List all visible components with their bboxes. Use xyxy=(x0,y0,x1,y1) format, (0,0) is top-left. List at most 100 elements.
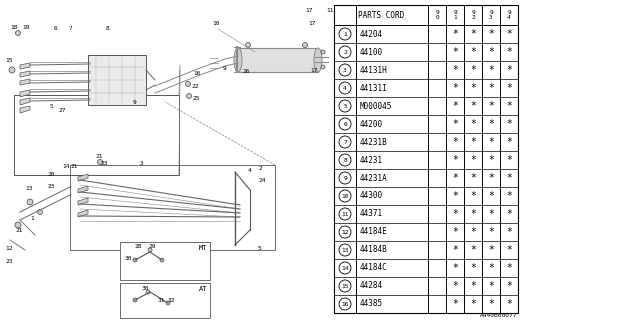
Text: *: * xyxy=(470,137,476,147)
Text: 14: 14 xyxy=(62,164,70,169)
Text: 29: 29 xyxy=(148,244,156,249)
Text: 10: 10 xyxy=(212,21,220,26)
Text: 23: 23 xyxy=(100,161,108,166)
Circle shape xyxy=(246,43,250,47)
Polygon shape xyxy=(20,79,30,85)
Text: 2: 2 xyxy=(343,50,347,54)
Text: *: * xyxy=(488,83,494,93)
Text: *: * xyxy=(506,173,512,183)
Text: *: * xyxy=(470,281,476,291)
Polygon shape xyxy=(78,174,88,181)
Text: *: * xyxy=(470,263,476,273)
Text: *: * xyxy=(506,47,512,57)
Text: *: * xyxy=(506,83,512,93)
Text: 9
0: 9 0 xyxy=(435,10,439,20)
Text: *: * xyxy=(488,263,494,273)
Text: 9
4: 9 4 xyxy=(507,10,511,20)
Text: 10: 10 xyxy=(341,194,349,198)
Text: *: * xyxy=(488,191,494,201)
Bar xyxy=(120,242,210,280)
Text: 16: 16 xyxy=(341,301,349,307)
Text: 1: 1 xyxy=(343,31,347,36)
Text: 28: 28 xyxy=(134,244,141,249)
Text: 44204: 44204 xyxy=(360,29,383,38)
Text: *: * xyxy=(452,47,458,57)
Text: 9
1: 9 1 xyxy=(453,10,457,20)
Text: 9: 9 xyxy=(223,66,227,71)
Text: *: * xyxy=(488,173,494,183)
Text: 12: 12 xyxy=(341,229,349,235)
Text: 31: 31 xyxy=(158,298,166,303)
Text: A440B00077: A440B00077 xyxy=(479,313,517,318)
Text: 6: 6 xyxy=(343,122,347,126)
Text: *: * xyxy=(452,191,458,201)
Text: 44184C: 44184C xyxy=(360,263,388,273)
Text: 6: 6 xyxy=(54,26,58,31)
Text: *: * xyxy=(506,29,512,39)
Text: *: * xyxy=(488,245,494,255)
Text: 44231B: 44231B xyxy=(360,138,388,147)
Text: *: * xyxy=(470,119,476,129)
Text: 1: 1 xyxy=(30,216,34,221)
Text: *: * xyxy=(470,209,476,219)
Text: 17: 17 xyxy=(310,68,317,73)
Text: 7: 7 xyxy=(343,140,347,145)
Polygon shape xyxy=(20,63,30,69)
Text: 22: 22 xyxy=(191,84,198,89)
Polygon shape xyxy=(20,106,30,113)
Text: *: * xyxy=(452,83,458,93)
Text: *: * xyxy=(452,65,458,75)
Text: M000045: M000045 xyxy=(360,101,392,110)
Text: 44371: 44371 xyxy=(360,210,383,219)
Text: PARTS CORD: PARTS CORD xyxy=(358,11,404,20)
Text: 13: 13 xyxy=(341,247,349,252)
Text: 9: 9 xyxy=(343,175,347,180)
Bar xyxy=(120,283,210,318)
Polygon shape xyxy=(20,90,30,97)
Circle shape xyxy=(321,50,325,54)
Text: 44100: 44100 xyxy=(360,47,383,57)
Text: 32: 32 xyxy=(168,298,175,303)
Circle shape xyxy=(97,159,102,164)
Circle shape xyxy=(133,298,137,302)
Bar xyxy=(334,5,518,313)
Text: *: * xyxy=(488,119,494,129)
Text: *: * xyxy=(452,209,458,219)
Text: *: * xyxy=(506,191,512,201)
Text: 2: 2 xyxy=(258,166,262,171)
Text: 16: 16 xyxy=(193,71,200,76)
Text: 23: 23 xyxy=(47,184,54,189)
Text: *: * xyxy=(488,47,494,57)
Circle shape xyxy=(186,93,191,99)
Text: 44300: 44300 xyxy=(360,191,383,201)
Text: 18: 18 xyxy=(10,25,17,30)
Circle shape xyxy=(303,43,307,47)
Text: 26: 26 xyxy=(242,69,250,74)
Text: *: * xyxy=(452,227,458,237)
Polygon shape xyxy=(78,198,88,205)
Circle shape xyxy=(38,210,42,214)
Circle shape xyxy=(15,30,20,36)
Bar xyxy=(70,165,275,250)
Bar xyxy=(14,95,179,175)
Text: *: * xyxy=(452,137,458,147)
Text: 8: 8 xyxy=(106,26,109,31)
Text: *: * xyxy=(488,299,494,309)
Text: 21: 21 xyxy=(95,154,102,159)
Text: 44131I: 44131I xyxy=(360,84,388,92)
Circle shape xyxy=(160,258,164,262)
Text: *: * xyxy=(506,119,512,129)
Circle shape xyxy=(133,258,137,262)
Text: MT: MT xyxy=(198,245,207,251)
Circle shape xyxy=(166,301,170,305)
Text: 15: 15 xyxy=(341,284,349,289)
Text: *: * xyxy=(506,245,512,255)
Text: 8: 8 xyxy=(343,157,347,163)
Text: *: * xyxy=(452,119,458,129)
Text: *: * xyxy=(452,245,458,255)
Text: *: * xyxy=(488,137,494,147)
Text: *: * xyxy=(488,281,494,291)
Polygon shape xyxy=(78,210,88,217)
Text: *: * xyxy=(470,173,476,183)
Text: *: * xyxy=(488,101,494,111)
